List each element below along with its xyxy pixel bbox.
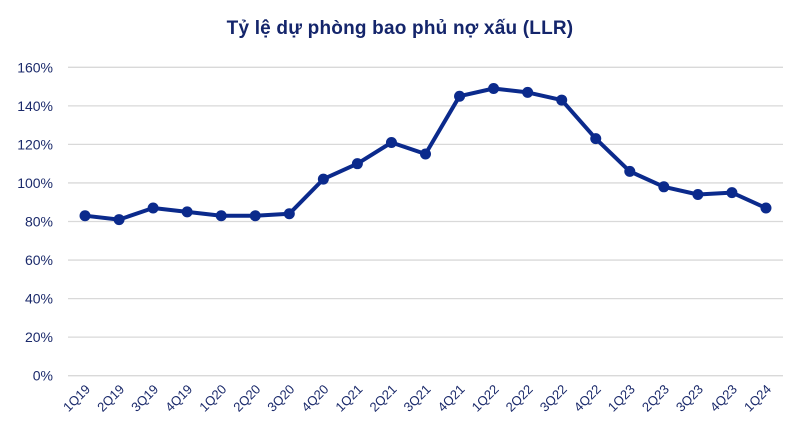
data-point-marker bbox=[692, 189, 704, 201]
x-tick-label: 4Q23 bbox=[707, 382, 740, 415]
data-point-marker bbox=[488, 83, 500, 95]
x-axis-ticks: 1Q19 2Q19 3Q19 4Q19 1Q20 2Q20 3Q20 4Q20 1Q21 2Q21… bbox=[60, 382, 774, 415]
x-tick-label: 1Q23 bbox=[605, 382, 638, 415]
data-point-marker bbox=[658, 181, 670, 193]
x-tick-label: 1Q19 bbox=[60, 382, 93, 415]
data-point-marker bbox=[317, 173, 329, 185]
x-tick-label: 2Q19 bbox=[94, 382, 127, 415]
data-point-marker bbox=[113, 214, 125, 226]
data-point-marker bbox=[624, 165, 636, 177]
x-tick-label: 3Q22 bbox=[537, 382, 570, 415]
data-point-marker bbox=[283, 208, 295, 220]
x-tick-label: 2Q20 bbox=[230, 382, 263, 415]
x-tick-label: 2Q21 bbox=[366, 382, 399, 415]
chart-title: Tỷ lệ dự phòng bao phủ nợ xấu (LLR) bbox=[226, 18, 574, 39]
x-tick-label: 3Q23 bbox=[673, 382, 706, 415]
data-point-marker bbox=[215, 210, 227, 222]
series-markers bbox=[79, 83, 772, 226]
y-tick-label: 100% bbox=[17, 175, 53, 191]
y-tick-label: 160% bbox=[17, 59, 53, 75]
data-point-marker bbox=[556, 94, 568, 106]
data-point-marker bbox=[351, 158, 363, 170]
x-tick-label: 4Q20 bbox=[298, 382, 331, 415]
x-tick-label: 1Q22 bbox=[469, 382, 502, 415]
data-point-marker bbox=[454, 90, 466, 102]
y-axis-ticks: 0% 20% 40% 60% 80% 100% 120% 140% 160% bbox=[17, 59, 53, 383]
x-tick-label: 3Q19 bbox=[128, 382, 161, 415]
y-tick-label: 140% bbox=[17, 98, 53, 114]
data-point-marker bbox=[726, 187, 738, 199]
y-tick-label: 120% bbox=[17, 136, 53, 152]
gridlines bbox=[68, 66, 783, 377]
data-point-marker bbox=[420, 148, 431, 160]
x-tick-label: 1Q24 bbox=[741, 382, 774, 415]
x-tick-label: 4Q19 bbox=[162, 382, 195, 415]
data-point-marker bbox=[79, 210, 91, 222]
x-tick-label: 2Q22 bbox=[503, 382, 536, 415]
x-tick-label: 3Q21 bbox=[401, 382, 434, 415]
data-point-marker bbox=[760, 202, 772, 214]
data-point-marker bbox=[385, 136, 397, 148]
y-tick-label: 60% bbox=[25, 252, 53, 268]
data-point-marker bbox=[147, 202, 159, 214]
x-tick-label: 3Q20 bbox=[264, 382, 297, 415]
data-point-marker bbox=[181, 206, 193, 218]
data-point-marker bbox=[522, 86, 534, 98]
y-tick-label: 80% bbox=[25, 214, 53, 230]
y-tick-label: 0% bbox=[33, 368, 53, 384]
x-tick-label: 1Q20 bbox=[196, 382, 229, 415]
x-tick-label: 2Q23 bbox=[639, 382, 672, 415]
x-tick-label: 4Q22 bbox=[571, 382, 604, 415]
y-tick-label: 20% bbox=[25, 329, 53, 345]
data-point-marker bbox=[590, 133, 602, 145]
x-tick-label: 4Q21 bbox=[435, 382, 468, 415]
data-point-marker bbox=[249, 210, 261, 222]
y-tick-label: 40% bbox=[25, 291, 53, 307]
x-tick-label: 1Q21 bbox=[332, 382, 365, 415]
